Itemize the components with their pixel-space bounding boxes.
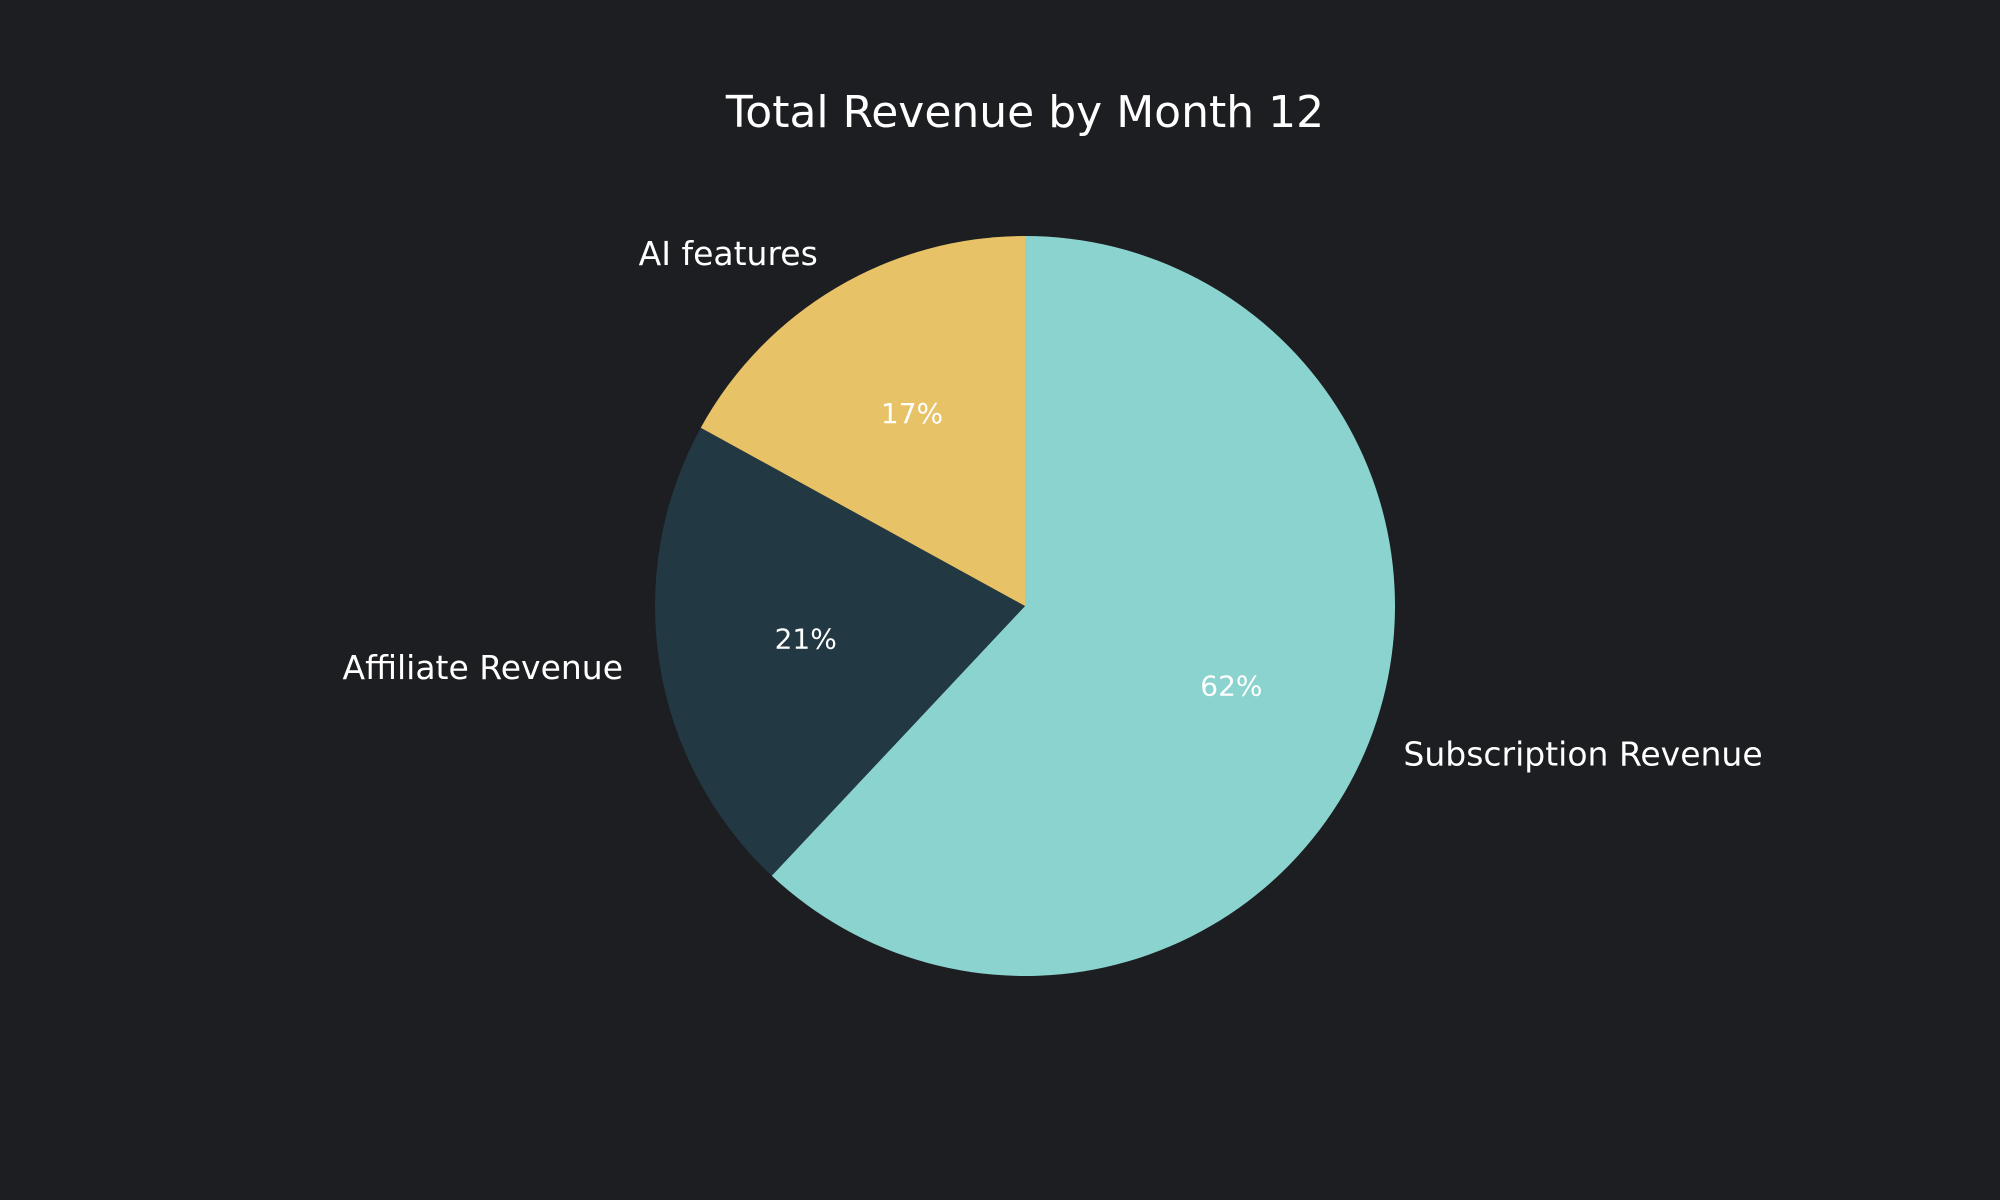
pie-category-label: AI features	[639, 234, 818, 273]
pie-labels: 62% Subscription Revenue 21% Affiliate Reve…	[343, 234, 1763, 773]
pie-percent-label: 21%	[775, 623, 837, 656]
pie-percent-label: 17%	[881, 397, 943, 430]
pie-slice-ai-features	[700, 236, 1025, 606]
pie-slices	[654, 236, 1395, 976]
pie-percent-label: 62%	[1200, 670, 1262, 703]
pie-category-label: Affiliate Revenue	[343, 648, 623, 687]
pie-slice-affiliate-revenue	[654, 427, 1025, 876]
pie-slice-subscription-revenue	[771, 236, 1395, 976]
chart-title: Total Revenue by Month 12	[725, 87, 1324, 138]
pie-category-label: Subscription Revenue	[1403, 734, 1762, 773]
